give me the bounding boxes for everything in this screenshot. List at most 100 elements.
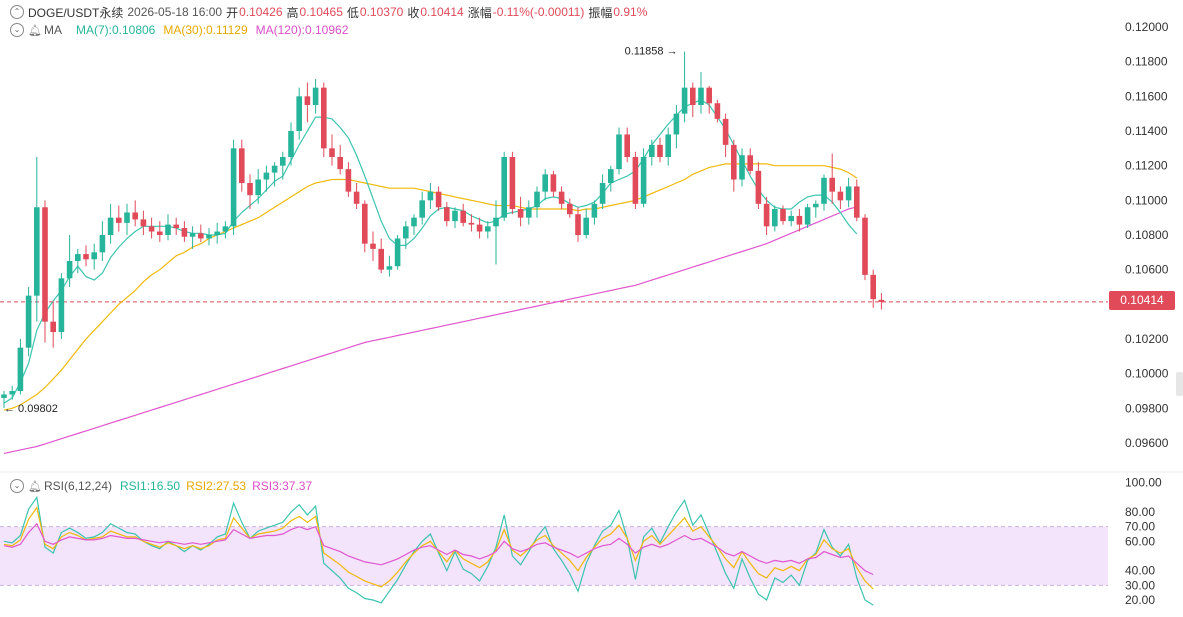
candle-body (444, 207, 450, 222)
candle-body (370, 243, 376, 249)
candle-body (575, 214, 581, 235)
ma120-legend: MA(120):0.10962 (255, 23, 349, 37)
candle (99, 221, 106, 261)
candle-body (42, 207, 48, 322)
candle (386, 255, 393, 277)
candle (91, 243, 97, 270)
rsi1-line (3, 495, 874, 606)
candle (542, 169, 548, 201)
candle (599, 174, 606, 209)
candle (157, 221, 163, 242)
candle-body (673, 113, 680, 135)
current-price-tag: 0.10414 (1109, 291, 1175, 310)
collapse-chevron-icon[interactable]: ⌃ (10, 5, 24, 19)
candle (419, 191, 425, 225)
change-value: -0.11%(-0.00011) (492, 5, 585, 19)
candle (755, 162, 762, 209)
candle (493, 200, 499, 265)
candle-body (403, 226, 409, 239)
candle (370, 231, 376, 261)
candle-body (280, 157, 286, 166)
candle (255, 169, 261, 204)
candle (714, 99, 721, 123)
candle-body (788, 215, 794, 222)
candle-body (870, 274, 876, 300)
candle (148, 217, 155, 239)
candle (124, 203, 130, 235)
price-tick-label: 0.11600 (1125, 89, 1168, 103)
candle-body (690, 87, 696, 105)
candle (501, 151, 507, 222)
candle-body (796, 215, 803, 225)
candle-body (321, 87, 327, 149)
symbol-label[interactable]: DOGE/USDT永续 (28, 5, 124, 20)
candle-body (681, 87, 688, 114)
candle (460, 203, 466, 227)
collapse-chevron-icon[interactable]: ⌄ (10, 479, 24, 493)
close-value: 0.10414 (420, 5, 464, 19)
candle-body (362, 203, 368, 244)
candle (271, 162, 278, 187)
candle-body (288, 131, 294, 157)
candle (509, 151, 516, 215)
candle-body (337, 157, 343, 170)
candle-body (99, 235, 106, 253)
bell-icon[interactable]: 🔔︎ (28, 480, 42, 493)
candle-body (263, 172, 270, 180)
candle (845, 177, 852, 208)
candle-body (608, 169, 614, 183)
change-label: 涨幅 (467, 5, 492, 20)
candle-body (157, 231, 163, 235)
candle (206, 228, 212, 246)
candle-body (91, 252, 97, 260)
candle-body (591, 203, 598, 218)
candle-body (509, 157, 516, 209)
amplitude-label: 振幅 (588, 5, 613, 20)
candle-body (198, 233, 204, 239)
price-tick-label: 0.11400 (1125, 124, 1168, 138)
price-tick-label: 0.09600 (1125, 436, 1169, 450)
price-tick-label: 0.12000 (1125, 20, 1169, 34)
rsi-title: RSI(6,12,24) (43, 479, 113, 493)
candle-body (34, 207, 40, 296)
scroll-handle[interactable] (1176, 372, 1183, 396)
candle-body (271, 165, 278, 173)
price-tick-label: 0.10000 (1125, 367, 1169, 381)
candle (1, 391, 7, 408)
candle-body (124, 212, 130, 223)
bell-icon[interactable]: 🔔︎ (28, 24, 42, 37)
candle-body (722, 118, 729, 145)
candle-body (698, 87, 704, 105)
collapse-chevron-icon[interactable]: ⌄ (10, 23, 24, 37)
high-label: 高 (286, 5, 299, 20)
candle (107, 203, 114, 244)
open-label: 开 (226, 5, 239, 20)
candle-body (829, 177, 835, 192)
candle-body (567, 203, 573, 215)
candle (280, 151, 286, 180)
ohlc-header: ⌃ DOGE/USDT永续 2026-05-18 16:00 开 0.10426… (0, 3, 651, 21)
price-tick-label: 0.10800 (1125, 228, 1169, 242)
candle (567, 198, 573, 218)
price-tick-label: 0.11200 (1125, 159, 1168, 173)
candle-body (550, 174, 557, 192)
candle (337, 144, 343, 175)
candle-body (526, 207, 532, 218)
candle-body (345, 169, 352, 192)
candle-body (329, 148, 335, 157)
candle (189, 226, 196, 249)
candle (230, 139, 237, 235)
candle (804, 203, 811, 229)
candle (681, 51, 688, 123)
candle-body (75, 254, 81, 261)
candle-body (304, 96, 311, 105)
candle (329, 134, 335, 166)
candle-body (107, 217, 114, 235)
ma120-line (3, 206, 857, 454)
candle (378, 238, 384, 274)
candle-body (419, 200, 425, 218)
candle (9, 385, 15, 400)
rsi-tick-label: 40.00 (1125, 564, 1155, 578)
price-tick-label: 0.11000 (1125, 193, 1168, 207)
candle-body (66, 261, 73, 279)
